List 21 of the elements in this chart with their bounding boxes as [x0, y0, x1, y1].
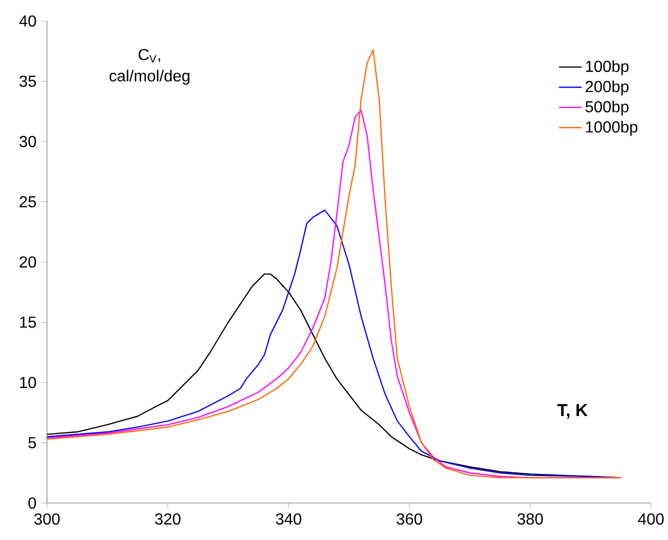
- y-tick-label: 20: [20, 256, 36, 268]
- y-tick-label: 0: [28, 497, 36, 509]
- x-tick-label: 320: [155, 513, 180, 525]
- y-axis-title: C$_{V}$, cal/mol/deg: [110, 48, 190, 85]
- legend-label: 500bp: [586, 100, 629, 116]
- legend-label: 1000bp: [586, 120, 638, 136]
- legend-label: 100bp: [586, 60, 629, 76]
- y-tick-label: 25: [20, 196, 36, 208]
- x-axis-title: T, K: [557, 404, 588, 419]
- y-tick-label: 15: [20, 316, 36, 328]
- y-tick-label: 5: [28, 437, 36, 448]
- legend-label: 200bp: [586, 80, 629, 96]
- y-tick-label: 35: [20, 76, 36, 87]
- x-tick-label: 300: [34, 513, 60, 525]
- y-tick-label: 40: [19, 15, 36, 27]
- y-tick-label: 30: [20, 136, 36, 148]
- x-tick-label: 380: [518, 513, 543, 525]
- x-tick-label: 400: [638, 513, 664, 525]
- x-tick-label: 360: [396, 513, 422, 525]
- y-tick-label: 10: [20, 376, 36, 388]
- x-tick-label: 340: [276, 513, 302, 525]
